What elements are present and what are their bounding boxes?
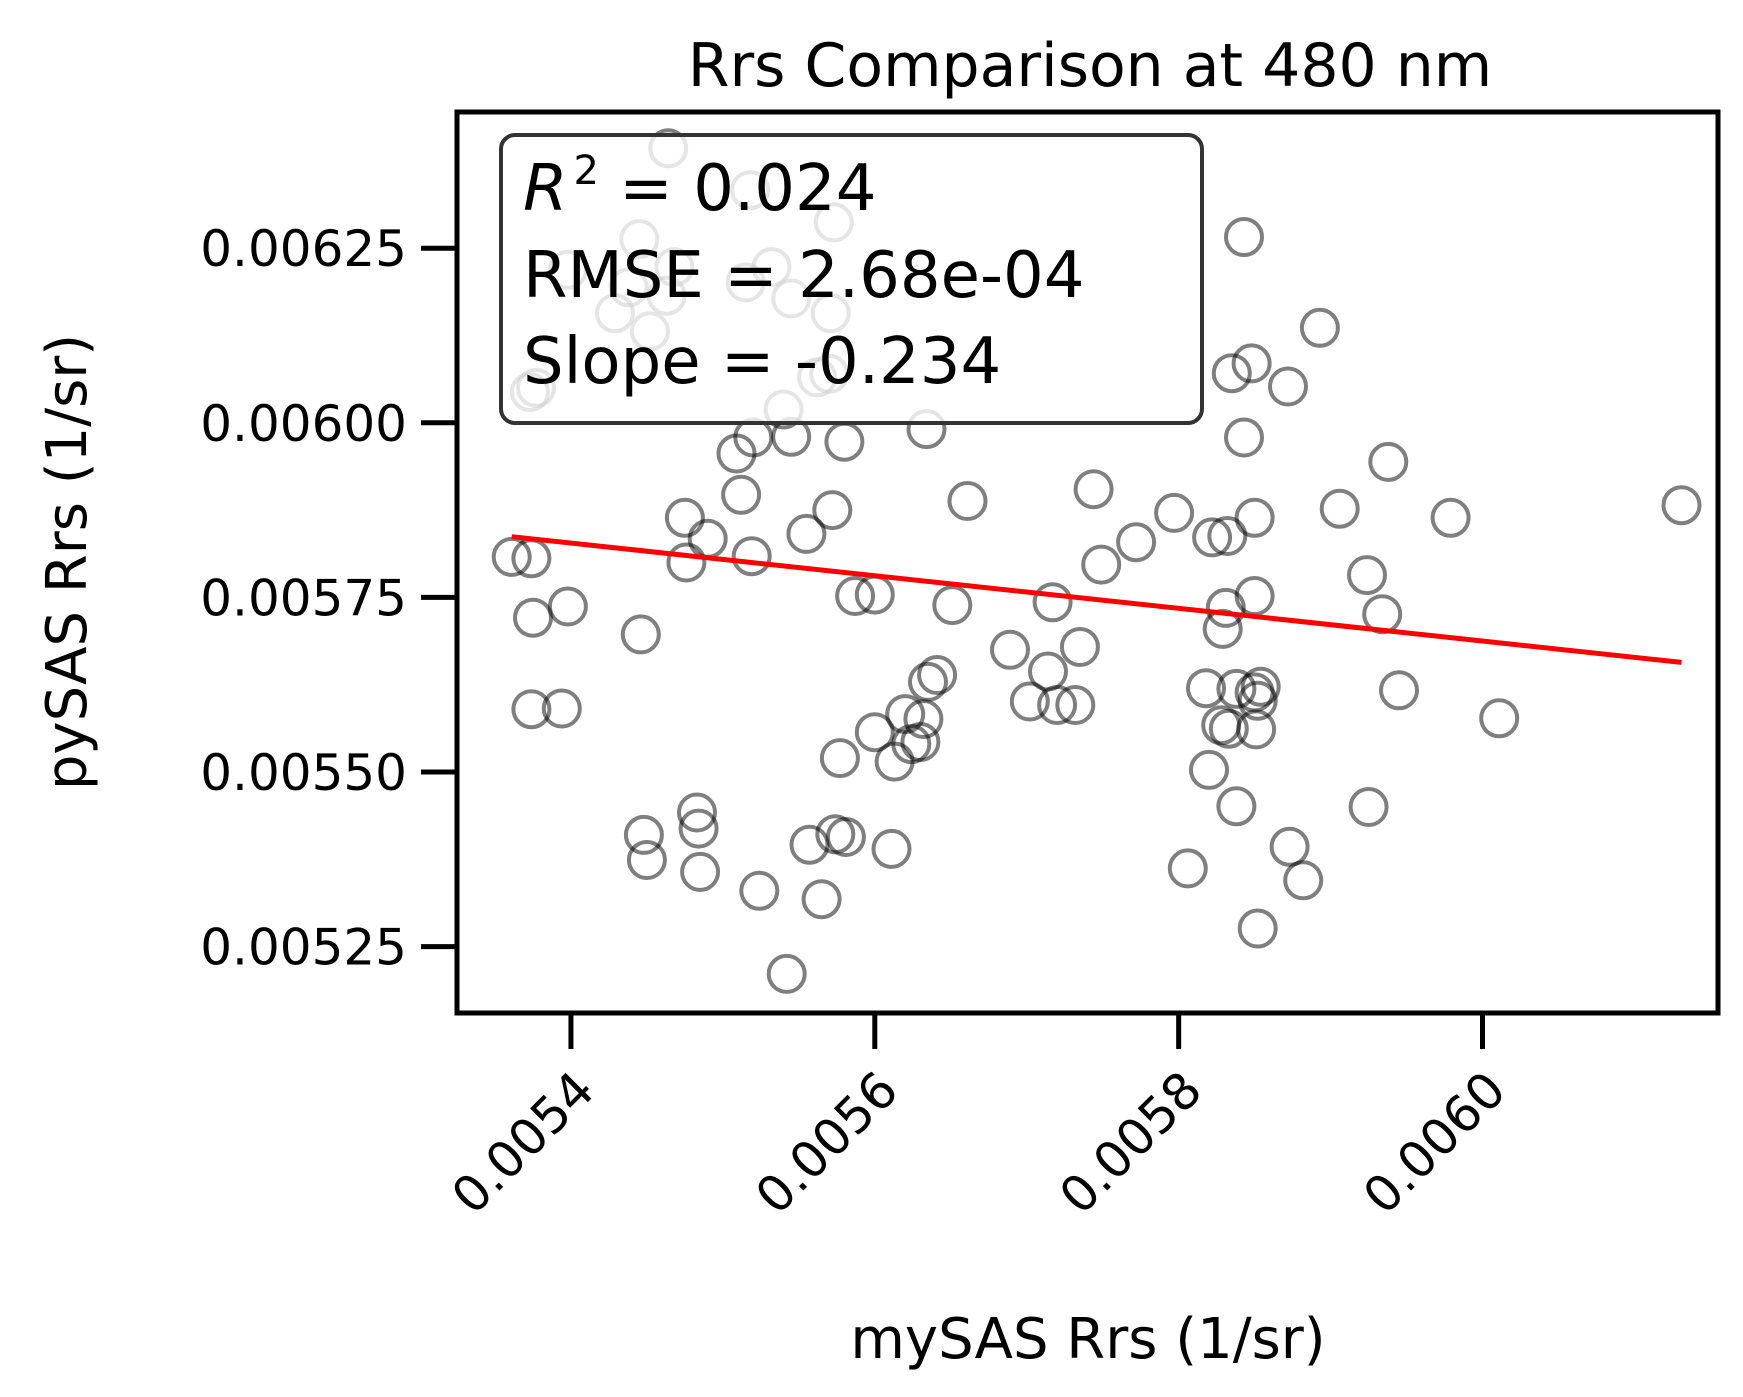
data-point xyxy=(1348,787,1389,827)
data-point xyxy=(1032,582,1073,623)
data-point xyxy=(1208,708,1249,749)
data-point xyxy=(626,840,667,880)
data-point xyxy=(1081,544,1122,585)
y-tick-label: 0.00550 xyxy=(200,744,407,802)
y-tick-label: 0.00625 xyxy=(200,220,407,278)
data-point xyxy=(1234,497,1275,538)
data-point xyxy=(801,879,842,920)
y-tick-label: 0.00575 xyxy=(200,569,407,627)
chart-title: Rrs Comparison at 480 nm xyxy=(688,31,1492,101)
data-point xyxy=(664,497,705,538)
data-point xyxy=(1009,681,1050,722)
stat-slope: Slope = -0.234 xyxy=(523,325,1001,399)
stat-r2-symbol: R xyxy=(523,152,567,226)
x-tick-label: 0.0060 xyxy=(1352,1060,1517,1225)
data-point xyxy=(812,490,853,531)
data-point xyxy=(900,722,941,762)
data-point xyxy=(1189,749,1229,790)
data-point xyxy=(1237,908,1278,949)
data-point xyxy=(1037,685,1078,725)
x-tick-label: 0.0056 xyxy=(745,1060,910,1225)
plot-frame xyxy=(454,109,1721,1016)
x-tick-label: 0.0058 xyxy=(1048,1060,1213,1225)
data-point xyxy=(620,614,661,655)
y-tick-label: 0.00525 xyxy=(200,919,407,977)
data-point xyxy=(908,661,948,702)
data-point xyxy=(1028,651,1068,692)
data-point xyxy=(1236,709,1277,750)
data-point xyxy=(677,792,717,833)
data-point xyxy=(1661,485,1702,526)
stat-r2-power: 2 xyxy=(573,148,598,194)
data-point xyxy=(1319,488,1360,529)
data-point xyxy=(786,513,827,554)
trend-line xyxy=(511,534,1682,665)
data-point xyxy=(932,585,973,626)
data-point xyxy=(511,689,552,730)
data-point xyxy=(1237,680,1278,721)
data-point xyxy=(947,481,988,521)
data-point xyxy=(1216,786,1257,827)
stats-box-frame xyxy=(499,133,1204,425)
data-point xyxy=(1479,698,1520,739)
data-point xyxy=(1154,492,1195,533)
data-point xyxy=(1224,417,1264,458)
data-point xyxy=(1116,522,1157,563)
y-axis-label: pySAS Rrs (1/sr) xyxy=(35,334,100,790)
data-point xyxy=(1269,826,1310,867)
data-point xyxy=(835,576,876,616)
data-point xyxy=(739,870,780,911)
data-point xyxy=(1186,668,1226,709)
x-tick-label: 0.0054 xyxy=(441,1060,606,1225)
stat-r2-value: = 0.024 xyxy=(599,152,877,226)
data-point xyxy=(1283,860,1324,901)
data-point xyxy=(1368,441,1409,482)
data-point xyxy=(1167,848,1208,889)
data-point xyxy=(1192,517,1233,558)
data-point xyxy=(819,738,860,779)
data-point xyxy=(1207,516,1248,556)
data-point xyxy=(547,586,588,627)
data-point xyxy=(1234,576,1275,616)
data-point xyxy=(825,817,866,857)
data-point xyxy=(623,814,664,855)
data-point xyxy=(1231,343,1272,384)
data-point xyxy=(1055,685,1096,725)
data-point xyxy=(1073,469,1114,510)
data-point xyxy=(871,828,912,869)
data-point xyxy=(1216,668,1257,709)
trend-layer xyxy=(511,534,1682,665)
data-point xyxy=(854,712,895,753)
data-point xyxy=(1240,666,1281,707)
data-point xyxy=(541,688,582,729)
data-point xyxy=(1059,627,1100,667)
data-point xyxy=(917,655,958,695)
data-point xyxy=(513,597,553,638)
stat-rmse: RMSE = 2.68e-04 xyxy=(523,239,1084,313)
data-point xyxy=(1211,353,1252,394)
data-point xyxy=(1347,555,1387,596)
data-point xyxy=(1430,497,1471,538)
data-point xyxy=(990,629,1030,670)
data-point xyxy=(678,808,719,849)
data-point xyxy=(687,518,728,559)
data-point xyxy=(824,421,865,462)
data-point xyxy=(766,953,807,994)
data-point xyxy=(1268,366,1308,407)
x-axis-label: mySAS Rrs (1/sr) xyxy=(850,1307,1325,1372)
data-point xyxy=(680,851,721,892)
data-point xyxy=(1299,307,1340,348)
data-point xyxy=(1379,670,1419,711)
data-point xyxy=(666,542,707,583)
y-tick-label: 0.00600 xyxy=(200,395,407,453)
data-point xyxy=(721,474,762,515)
data-point xyxy=(731,536,772,577)
data-point xyxy=(1224,217,1264,257)
